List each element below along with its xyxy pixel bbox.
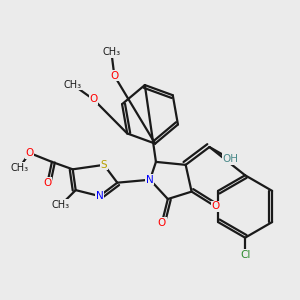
Text: OH: OH — [222, 154, 238, 164]
Text: O: O — [211, 202, 220, 212]
Text: N: N — [146, 175, 154, 185]
Text: O: O — [89, 94, 98, 104]
Text: N: N — [96, 191, 103, 201]
Text: O: O — [158, 218, 166, 228]
Text: O: O — [110, 71, 118, 81]
Text: CH₃: CH₃ — [102, 47, 120, 57]
Text: CH₃: CH₃ — [10, 163, 28, 173]
Text: Cl: Cl — [240, 250, 250, 260]
Text: S: S — [100, 160, 107, 170]
Text: O: O — [26, 148, 34, 158]
Text: O: O — [43, 178, 52, 188]
Text: CH₃: CH₃ — [52, 200, 70, 210]
Text: CH₃: CH₃ — [64, 80, 82, 90]
